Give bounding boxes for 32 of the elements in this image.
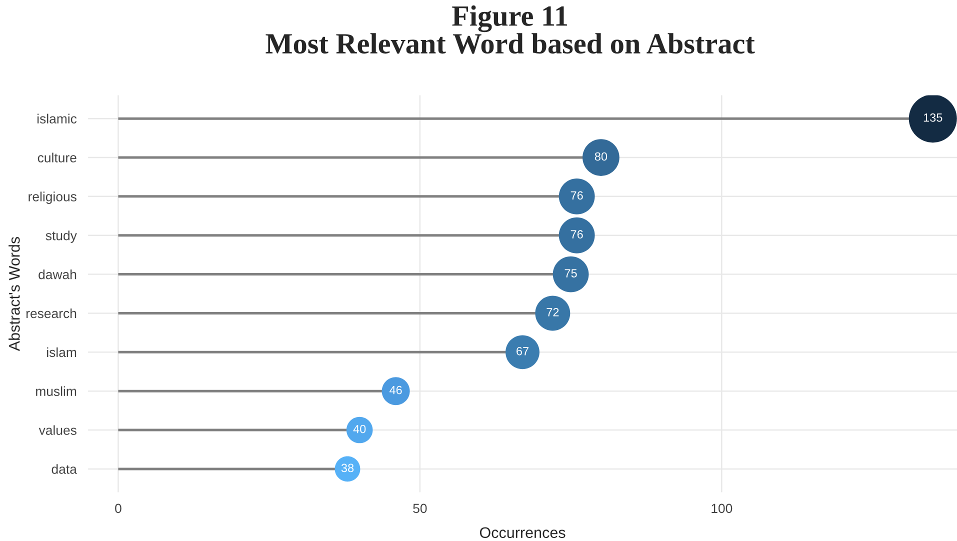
y-tick-label: data [52,464,77,474]
point [552,256,589,292]
point [535,296,570,331]
y-tick-label: research [26,308,76,318]
y-tick-label: islam [47,347,76,358]
point [506,335,540,370]
data-label: 135 [924,113,942,122]
point [558,217,595,254]
data-label: 67 [516,346,528,356]
data-label: 40 [353,424,366,434]
y-tick-label: culture [38,152,76,162]
x-tick-label: 50 [413,504,427,514]
data-label: 46 [390,386,402,394]
chart-title: Figure 11 Most Relevant Word based on Abstract [266,5,755,54]
data-label: 76 [570,191,583,200]
point [558,178,595,214]
x-tick-label: 100 [712,504,732,514]
y-tick-label: study [46,230,77,243]
point [582,139,620,176]
y-tick-label: muslim [36,386,76,396]
data-label: 38 [341,464,354,472]
data-label: 80 [594,152,608,161]
x-tick-label: 0 [115,504,122,514]
data-label: 72 [546,308,559,316]
y-tick-label: dawah [38,270,76,280]
x-axis-title: Occurrences [480,527,566,538]
y-tick-label: islamic [38,114,77,124]
y-axis-title: Abstract's Words [8,236,20,352]
y-tick-label: religious [28,192,76,204]
data-label: 75 [564,269,577,278]
data-label: 76 [570,230,583,239]
y-tick-label: values [38,425,76,435]
